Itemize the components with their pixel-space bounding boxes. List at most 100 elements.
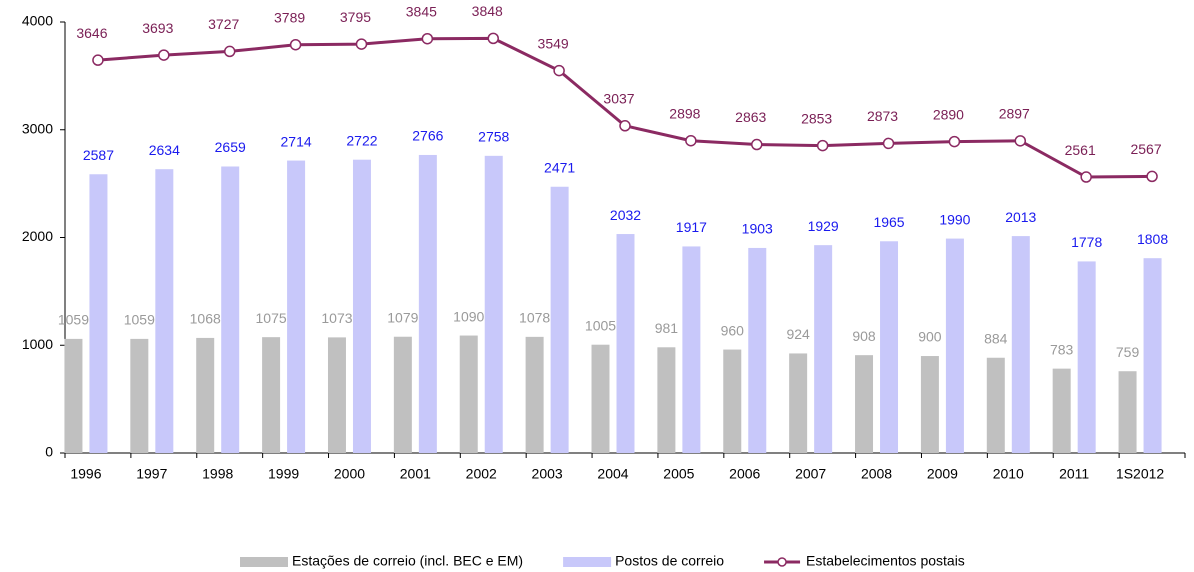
bar [945, 238, 964, 453]
bar [484, 155, 503, 453]
bar [155, 169, 174, 453]
bar [616, 234, 635, 453]
bar [262, 337, 281, 453]
data-label: 1808 [1137, 231, 1168, 247]
bar [525, 336, 544, 453]
data-label: 1059 [124, 312, 155, 328]
bar [748, 247, 767, 453]
data-label: 1990 [939, 211, 970, 227]
data-label: 1078 [519, 310, 550, 326]
bar [1052, 368, 1071, 453]
line-marker [553, 64, 565, 77]
bar [723, 349, 742, 453]
line-marker [948, 135, 961, 148]
data-label: 1068 [190, 311, 221, 327]
data-label: 884 [984, 330, 1008, 346]
data-label: 3848 [472, 3, 503, 19]
data-label: 1090 [453, 308, 484, 324]
data-label: 2561 [1065, 142, 1096, 158]
legend-label: Estabelecimentos postais [806, 553, 965, 569]
data-label: 1929 [808, 218, 839, 234]
x-tick-label: 2009 [927, 466, 958, 482]
bar [986, 357, 1005, 453]
x-tick-label: 2000 [334, 466, 365, 482]
line-marker [1014, 135, 1027, 147]
bar [221, 166, 240, 454]
data-label: 981 [655, 320, 679, 336]
y-tick-label: 3000 [22, 120, 53, 136]
data-label: 1073 [321, 310, 352, 326]
line-marker [158, 49, 170, 61]
data-label: 908 [852, 328, 876, 344]
data-label: 2587 [83, 147, 114, 163]
data-label: 2890 [933, 106, 964, 122]
x-tick-label: 2001 [400, 466, 431, 482]
bar [89, 174, 108, 454]
data-label: 2714 [281, 133, 312, 149]
bar [855, 355, 874, 453]
bar [196, 337, 215, 453]
y-tick-label: 0 [45, 444, 53, 460]
line-marker [816, 139, 829, 152]
x-tick-label: 2002 [466, 466, 497, 482]
data-label: 2898 [669, 105, 700, 121]
bar [1118, 371, 1137, 453]
data-label: 3727 [208, 16, 239, 32]
data-label: 3693 [142, 20, 173, 36]
bar [1077, 261, 1096, 453]
x-tick-label: 2004 [597, 466, 628, 482]
data-label: 2758 [478, 129, 509, 145]
y-tick-label: 2000 [22, 228, 53, 244]
data-label: 1075 [256, 310, 287, 326]
data-label: 783 [1050, 341, 1074, 357]
bar [418, 154, 437, 453]
line-marker [751, 138, 763, 151]
legend-swatch [563, 557, 612, 567]
line-marker [685, 134, 697, 147]
x-tick-label: 1996 [70, 466, 101, 482]
data-label: 2471 [544, 159, 575, 175]
data-label: 1965 [873, 214, 904, 230]
x-tick-label: 2003 [532, 466, 563, 482]
bar [814, 245, 833, 453]
data-label: 2659 [215, 139, 246, 155]
legend-label: Estações de correio (incl. BEC e EM) [292, 553, 523, 569]
bar [550, 186, 569, 453]
bar [327, 337, 346, 453]
data-label: 3795 [340, 9, 371, 25]
bar [591, 344, 610, 453]
data-label: 2897 [999, 106, 1030, 122]
legend-marker [777, 557, 787, 567]
data-label: 759 [1116, 344, 1140, 360]
data-label: 1778 [1071, 234, 1102, 250]
data-label: 2634 [149, 142, 180, 158]
x-tick-label: 2005 [663, 466, 694, 482]
data-label: 2766 [412, 128, 443, 144]
bar [287, 160, 306, 453]
legend-label: Postos de correio [615, 553, 724, 569]
data-label: 3037 [603, 90, 634, 106]
data-label: 2853 [801, 110, 832, 126]
x-tick-label: 2007 [795, 466, 826, 482]
bar [1143, 258, 1162, 453]
bar [352, 159, 371, 453]
data-label: 900 [918, 329, 942, 345]
bar [682, 246, 701, 453]
data-label: 1079 [387, 309, 418, 325]
line-marker [1080, 171, 1092, 183]
data-label: 1917 [676, 219, 707, 235]
line-marker [421, 32, 434, 45]
x-tick-label: 2008 [861, 466, 892, 482]
line-marker [289, 38, 302, 51]
data-label: 924 [786, 326, 810, 342]
line-marker [487, 32, 499, 45]
data-label: 2013 [1005, 209, 1036, 225]
line-marker [355, 38, 368, 50]
line-marker [882, 137, 895, 150]
x-tick-label: 1998 [202, 466, 233, 482]
legend-swatch [240, 557, 288, 567]
bar [789, 353, 808, 453]
data-label: 3549 [538, 35, 569, 51]
x-tick-label: 2006 [729, 466, 760, 482]
x-tick-label: 1997 [136, 466, 167, 482]
